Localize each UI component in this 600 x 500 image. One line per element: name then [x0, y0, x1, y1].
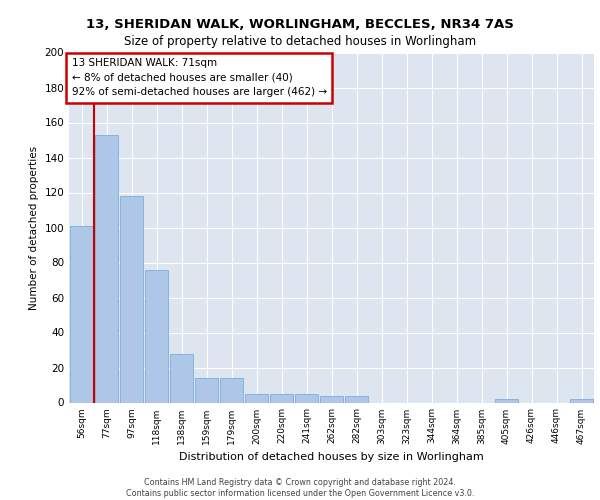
Bar: [170, 354, 193, 403]
Bar: [145, 270, 168, 402]
Bar: [70, 226, 93, 402]
Bar: [320, 396, 343, 402]
Bar: [195, 378, 218, 402]
Text: 13, SHERIDAN WALK, WORLINGHAM, BECCLES, NR34 7AS: 13, SHERIDAN WALK, WORLINGHAM, BECCLES, …: [86, 18, 514, 30]
Bar: [95, 134, 118, 402]
Bar: [220, 378, 243, 402]
Bar: [495, 399, 518, 402]
Y-axis label: Number of detached properties: Number of detached properties: [29, 146, 39, 310]
Bar: [295, 394, 318, 402]
X-axis label: Distribution of detached houses by size in Worlingham: Distribution of detached houses by size …: [179, 452, 484, 462]
Bar: [270, 394, 293, 402]
Bar: [570, 399, 593, 402]
Text: 13 SHERIDAN WALK: 71sqm
← 8% of detached houses are smaller (40)
92% of semi-det: 13 SHERIDAN WALK: 71sqm ← 8% of detached…: [71, 58, 327, 98]
Bar: [120, 196, 143, 402]
Text: Contains HM Land Registry data © Crown copyright and database right 2024.
Contai: Contains HM Land Registry data © Crown c…: [126, 478, 474, 498]
Text: Size of property relative to detached houses in Worlingham: Size of property relative to detached ho…: [124, 35, 476, 48]
Bar: [245, 394, 268, 402]
Bar: [345, 396, 368, 402]
